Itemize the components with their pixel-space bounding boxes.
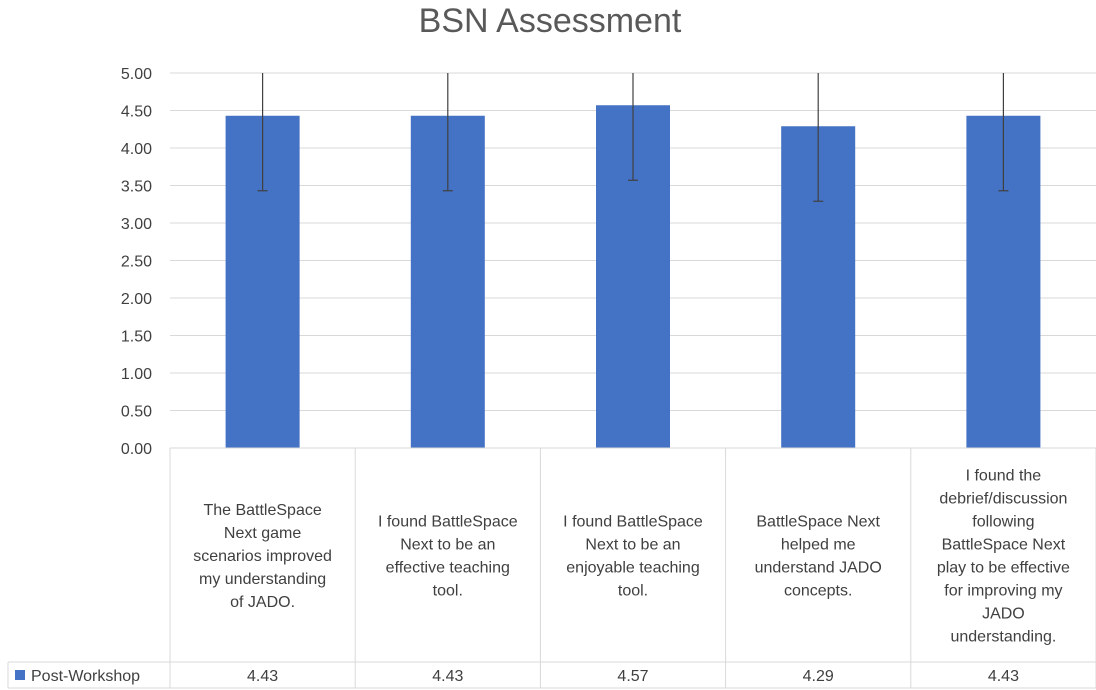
y-tick-label: 2.50: [121, 254, 152, 271]
legend-label: Post-Workshop: [31, 668, 140, 685]
data-table-value: 4.57: [617, 668, 648, 685]
y-tick-label: 0.00: [121, 441, 152, 458]
category-label: I found BattleSpace Next to be an enjoyabl…: [563, 514, 703, 600]
data-table-value: 4.43: [432, 668, 463, 685]
data-table: The BattleSpace Next game scenarios improv…: [7, 447, 1096, 689]
y-tick-label: 5.00: [121, 66, 152, 83]
chart-title: BSN Assessment: [419, 2, 682, 40]
category-label: BattleSpace Next helped me understand JADO…: [755, 514, 882, 600]
error-bars: [257, 73, 1009, 202]
y-tick-label: 1.50: [121, 329, 152, 346]
legend-swatch: [15, 670, 25, 680]
category-label: I found the debrief/discussion following Ba…: [937, 468, 1070, 646]
y-tick-label: 3.50: [121, 179, 152, 196]
y-tick-label: 2.00: [121, 291, 152, 308]
y-tick-label: 3.00: [121, 216, 152, 233]
data-table-value: 4.43: [247, 668, 278, 685]
y-axis: 0.00 0.50 1.00 1.50 2.00 2.50 3.00 3.50 4.00 4.50…: [121, 66, 152, 458]
data-table-value: 4.29: [803, 668, 834, 685]
data-table-value: 4.43: [988, 668, 1019, 685]
y-tick-label: 4.50: [121, 104, 152, 121]
category-label: I found BattleSpace Next to be an effectiv…: [378, 514, 518, 600]
y-tick-label: 0.50: [121, 404, 152, 421]
category-label: The BattleSpace Next game scenarios improv…: [193, 502, 332, 611]
y-tick-label: 4.00: [121, 141, 152, 158]
y-tick-label: 1.00: [121, 366, 152, 383]
bars: [225, 105, 1041, 448]
